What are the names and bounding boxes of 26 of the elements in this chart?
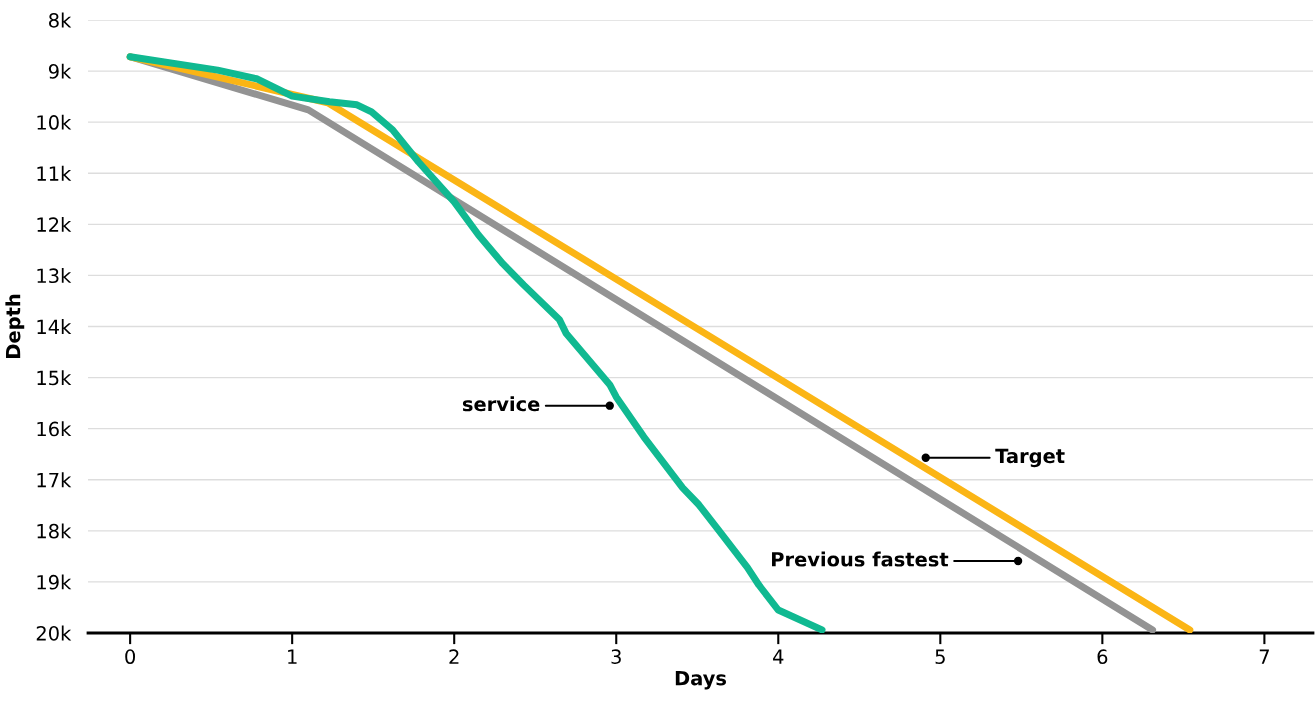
- x-tick-label: 3: [611, 649, 621, 665]
- x-tick-label: 2: [449, 649, 459, 664]
- annotation: Previous fastest: [772, 551, 949, 567]
- x-tick-label: 5: [935, 649, 945, 665]
- annotation: service: [462, 396, 540, 412]
- y-tick-label: 15k: [37, 370, 72, 386]
- y-tick-label: 14k: [37, 319, 72, 334]
- x-tick-label: 6: [1097, 649, 1108, 665]
- y-tick-label: 9k: [48, 63, 72, 79]
- y-tick-label: 19k: [37, 574, 72, 590]
- y-axis-title: Depth: [5, 294, 25, 358]
- x-tick-label: 0: [125, 649, 136, 665]
- y-tick-label: 12k: [37, 216, 72, 232]
- y-tick-label: 13k: [37, 268, 72, 284]
- annotation: Target: [995, 448, 1065, 468]
- y-tick-label: 11k: [37, 165, 72, 181]
- y-tick-label: 8k: [49, 12, 72, 28]
- x-tick-label: 7: [1259, 649, 1269, 664]
- x-tick-label: 4: [773, 649, 784, 664]
- y-tick-label: 16k: [37, 421, 72, 437]
- y-tick-label: 17k: [37, 472, 72, 488]
- y-tick-label: 20k: [36, 625, 72, 641]
- x-tick-label: 1: [288, 649, 297, 664]
- y-tick-label: 18k: [37, 523, 72, 539]
- y-tick-label: 10k: [37, 114, 72, 130]
- x-axis-title: Days: [675, 671, 727, 690]
